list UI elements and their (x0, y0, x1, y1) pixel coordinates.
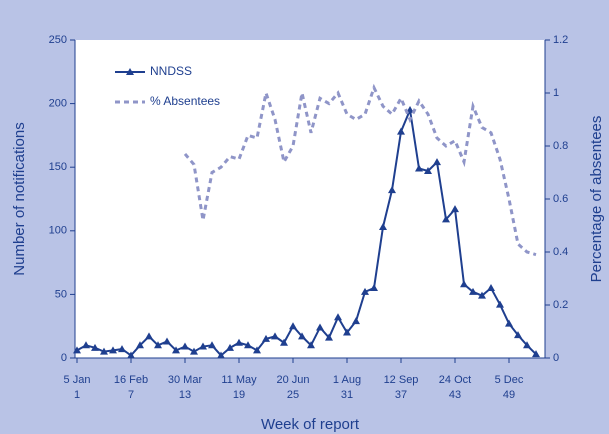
marker (244, 341, 252, 349)
marker (361, 287, 369, 295)
marker (433, 158, 441, 166)
marker (298, 332, 306, 340)
marker (253, 346, 261, 354)
y-tick-label: 200 (49, 98, 67, 110)
x-tick-date: 5 Jan (64, 374, 91, 386)
marker (289, 322, 297, 330)
x-tick-date: 1 Aug (333, 374, 361, 386)
y2-tick-label: 1 (553, 87, 559, 99)
x-tick-date: 30 Mar (168, 374, 203, 386)
y-tick-label: 150 (49, 161, 67, 173)
x-tick-label: 37 (395, 389, 407, 401)
marker (91, 343, 99, 351)
marker (307, 341, 315, 349)
marker (217, 351, 225, 359)
y2-tick-label: 0 (553, 352, 559, 364)
marker (487, 284, 495, 292)
marker (478, 291, 486, 299)
series-line (76, 106, 537, 357)
marker (262, 334, 270, 342)
y2-tick-label: 0.6 (553, 193, 568, 205)
marker (343, 328, 351, 336)
marker (460, 280, 468, 288)
marker (469, 287, 477, 295)
marker (172, 346, 180, 354)
y2-tick-label: 1.2 (553, 34, 568, 46)
y-tick-label: 250 (49, 34, 67, 46)
x-tick-label: 19 (233, 389, 245, 401)
y-tick-label: 50 (55, 288, 67, 300)
marker (415, 164, 423, 172)
marker (109, 346, 117, 354)
marker (325, 333, 333, 341)
marker (82, 341, 90, 349)
marker (352, 317, 360, 325)
series-line (183, 83, 537, 257)
x-tick-label: 31 (341, 389, 353, 401)
x-tick-label: 13 (179, 389, 191, 401)
y2-axis-title: Percentage of absentees (588, 116, 605, 283)
y-axis-title: Number of notifications (11, 122, 28, 275)
x-tick-date: 12 Sep (384, 374, 419, 386)
marker (424, 167, 432, 175)
marker (379, 222, 387, 230)
x-axis-title: Week of report (261, 416, 360, 433)
x-tick-label: 25 (287, 389, 299, 401)
marker (190, 347, 198, 355)
marker (163, 337, 171, 345)
marker (532, 350, 540, 358)
marker (235, 338, 243, 346)
marker (451, 205, 459, 213)
legend-label: NNDSS (150, 64, 192, 78)
marker (370, 284, 378, 292)
marker (127, 351, 135, 359)
x-tick-label: 43 (449, 389, 461, 401)
legend-marker (126, 68, 134, 75)
marker (523, 341, 531, 349)
marker (199, 342, 207, 350)
marker (388, 186, 396, 194)
y-tick-label: 100 (49, 225, 67, 237)
x-tick-date: 24 Oct (439, 374, 471, 386)
x-tick-date: 16 Feb (114, 374, 148, 386)
x-tick-date: 20 Jun (276, 374, 309, 386)
marker (154, 341, 162, 349)
y2-tick-label: 0.8 (553, 140, 568, 152)
marker (496, 300, 504, 308)
y-tick-label: 0 (61, 352, 67, 364)
marker (73, 346, 81, 354)
marker (118, 345, 126, 353)
marker (397, 127, 405, 135)
x-tick-label: 49 (503, 389, 515, 401)
marker (145, 332, 153, 340)
marker (334, 313, 342, 321)
marker (100, 347, 108, 355)
legend-label: % Absentees (150, 94, 220, 108)
marker (514, 331, 522, 339)
marker (226, 343, 234, 351)
marker (442, 215, 450, 223)
marker (316, 323, 324, 331)
plot-area (75, 40, 545, 358)
marker (505, 319, 513, 327)
marker (280, 338, 288, 346)
x-tick-label: 7 (128, 389, 134, 401)
x-tick-label: 1 (74, 389, 80, 401)
x-tick-date: 5 Dec (495, 374, 524, 386)
marker (136, 341, 144, 349)
y2-tick-label: 0.2 (553, 299, 568, 311)
y2-tick-label: 0.4 (553, 246, 568, 258)
marker (271, 332, 279, 340)
x-tick-date: 11 May (221, 374, 257, 386)
marker (208, 341, 216, 349)
marker (181, 342, 189, 350)
